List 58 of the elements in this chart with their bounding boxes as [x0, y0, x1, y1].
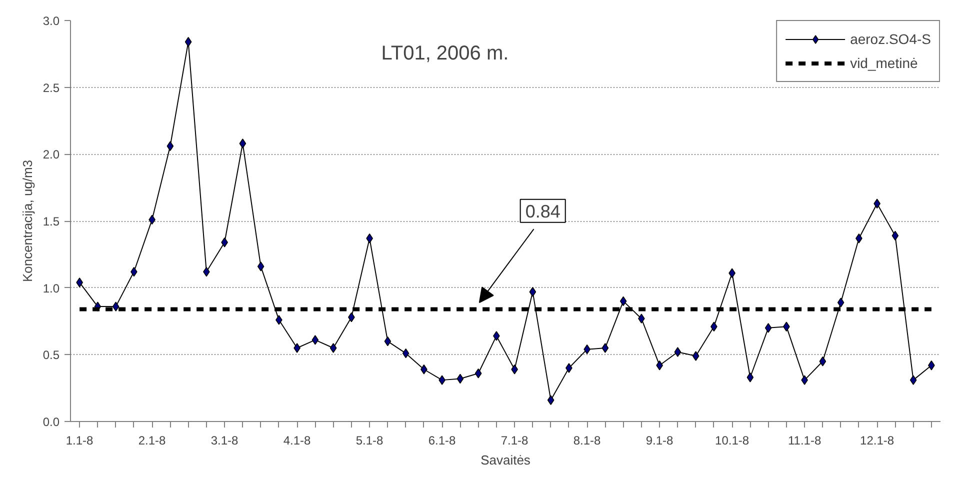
y-tick-label: 0.5	[42, 348, 60, 362]
point	[384, 336, 392, 346]
x-tick-label: 11.1-8	[788, 434, 822, 448]
x-axis-title: Savaitės	[480, 452, 531, 468]
point	[76, 278, 83, 288]
legend-label: vid_metinė	[850, 55, 918, 71]
x-tick-label: 2.1-8	[138, 434, 166, 448]
point	[674, 347, 682, 357]
x-tick-label: 1.1-8	[66, 434, 94, 448]
y-tick-label: 1.0	[42, 281, 60, 296]
x-tick-label: 7.1-8	[500, 434, 529, 448]
point	[746, 372, 754, 382]
x-tick-label: 6.1-8	[428, 434, 456, 448]
y-axis-title: Koncentracija, ug/m3	[20, 160, 35, 282]
point	[184, 36, 192, 47]
y-tick-label: 3.0	[42, 14, 60, 28]
point	[892, 230, 899, 241]
point	[402, 348, 410, 358]
point	[474, 368, 482, 378]
point	[312, 335, 319, 345]
point	[456, 374, 464, 384]
point	[764, 323, 772, 333]
point	[294, 343, 300, 353]
x-tick-label: 4.1-8	[283, 434, 312, 448]
point	[837, 298, 844, 308]
point	[547, 395, 554, 406]
x-tick-label: 9.1-8	[646, 434, 674, 448]
point	[276, 315, 282, 325]
point	[910, 375, 917, 385]
x-tick-label: 8.1-8	[573, 434, 602, 448]
y-tick-label: 2.5	[42, 80, 60, 95]
y-tick-label: 0.0	[42, 415, 60, 429]
point	[239, 138, 246, 148]
point	[692, 351, 700, 361]
point	[566, 363, 572, 373]
point	[801, 375, 808, 385]
point	[257, 262, 264, 272]
text: LT01, 2006 m.	[381, 42, 509, 65]
x-tick-label: 12.1-8	[860, 434, 894, 448]
point	[112, 302, 120, 312]
x-tick-label: 10.1-8	[715, 434, 750, 448]
y-tick-label: 1.5	[42, 214, 60, 228]
point	[602, 343, 609, 353]
point	[529, 286, 536, 297]
x-tick-label: 5.1-8	[356, 434, 384, 448]
x-tick-label: 3.1-8	[210, 434, 239, 448]
annotation: 0.84	[525, 201, 560, 222]
point	[783, 322, 790, 332]
point	[166, 141, 174, 152]
point	[638, 314, 645, 324]
point	[710, 322, 718, 332]
point	[330, 343, 337, 353]
point	[493, 331, 500, 341]
point	[438, 375, 446, 385]
y-tick-label: 2.0	[42, 148, 60, 162]
legend-label: aeroz.SO4-S	[850, 31, 931, 47]
point	[819, 356, 826, 366]
point	[620, 296, 627, 306]
